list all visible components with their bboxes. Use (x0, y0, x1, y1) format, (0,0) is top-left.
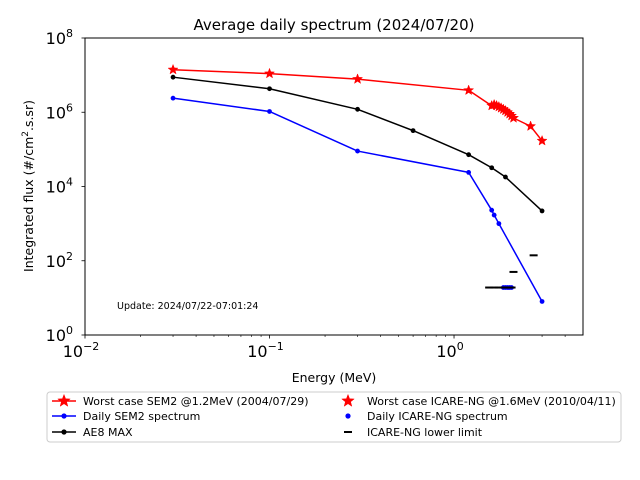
y-tick-base: 10 (46, 252, 66, 271)
series-2-point (466, 152, 472, 158)
y-tick-exponent: 6 (66, 101, 73, 114)
series-1-point (170, 95, 176, 101)
series-2-point (503, 174, 508, 180)
y-tick-label: 102 (46, 250, 73, 271)
series-1-point (489, 207, 495, 213)
series-1-point (355, 148, 360, 154)
series-0-point (463, 84, 475, 96)
plot-frame (84, 37, 584, 336)
y-axis-label-main: Integrated flux (#/cm (21, 137, 36, 272)
x-tick-exponent: −2 (83, 340, 99, 353)
x-tick-base: 10 (436, 342, 456, 361)
series-2-point (539, 208, 545, 214)
y-tick-base: 10 (46, 326, 66, 345)
y-tick-exponent: 4 (66, 176, 73, 189)
y-axis-label: Integrated flux (#/cm2.s.sr) (21, 100, 36, 272)
legend-label-1: Daily SEM2 spectrum (83, 410, 200, 423)
chart-title: Average daily spectrum (2024/07/20) (194, 16, 475, 34)
series-1-point (539, 299, 545, 304)
y-tick-exponent: 0 (66, 324, 73, 337)
legend-marker-0 (57, 393, 71, 407)
y-tick-label: 100 (46, 324, 73, 345)
series-1-point (466, 169, 472, 175)
y-axis-label-tail: .s.sr) (21, 100, 36, 131)
legend-label-0: Worst case SEM2 @1.2MeV (2004/07/29) (83, 395, 308, 408)
legend-label-2: AE8 MAX (83, 426, 133, 439)
legend-marker-2 (61, 429, 67, 435)
legend-marker-4 (345, 413, 351, 419)
y-tick-label: 106 (46, 101, 73, 122)
x-tick-base: 10 (63, 342, 83, 361)
legend-label-5: ICARE-NG lower limit (367, 426, 483, 439)
x-tick-label: 10−2 (63, 340, 100, 361)
series-0-point (507, 112, 520, 123)
series-1-point (267, 109, 272, 114)
legend-marker-1 (61, 413, 67, 419)
plot-area (84, 37, 584, 336)
series-0-point (524, 120, 537, 132)
x-tick-base: 10 (247, 342, 267, 361)
legend-frame (46, 391, 622, 443)
series-0-point (351, 73, 364, 84)
y-axis-label-sup: 2 (21, 131, 31, 137)
legend-marker-3 (341, 393, 355, 407)
x-tick-label: 10−1 (247, 340, 284, 361)
update-annotation: Update: 2024/07/22-07:01:24 (117, 301, 258, 312)
y-tick-label: 104 (46, 176, 73, 197)
y-tick-base: 10 (46, 29, 66, 48)
x-axis-ticks: 10−2 10−1 100 (63, 335, 566, 361)
legend-label-3: Worst case ICARE-NG @1.6MeV (2010/04/11) (367, 395, 616, 408)
x-axis-label: Energy (MeV) (292, 370, 377, 385)
x-tick-exponent: 0 (457, 340, 464, 353)
series-2-point (267, 86, 272, 92)
series-0-point (263, 67, 276, 79)
y-tick-exponent: 2 (66, 250, 73, 263)
series-2-point (410, 128, 416, 134)
series-2-point (355, 106, 360, 112)
series-0-point (167, 63, 179, 75)
series-2-point (489, 165, 495, 171)
series-line-2 (172, 76, 543, 212)
series-1-point (496, 221, 502, 227)
series-1-point (491, 212, 497, 218)
y-tick-base: 10 (46, 103, 66, 122)
series-2-point (170, 74, 176, 80)
series-markers (167, 63, 548, 304)
x-tick-label: 100 (436, 340, 463, 361)
y-tick-label: 108 (46, 27, 73, 48)
y-tick-base: 10 (46, 178, 66, 197)
y-tick-exponent: 8 (66, 27, 73, 40)
legend: Worst case SEM2 @1.2MeV (2004/07/29) Dail… (46, 391, 622, 443)
x-tick-exponent: −1 (268, 340, 284, 353)
series-0-point (536, 134, 548, 146)
legend-label-4: Daily ICARE-NG spectrum (367, 410, 508, 423)
